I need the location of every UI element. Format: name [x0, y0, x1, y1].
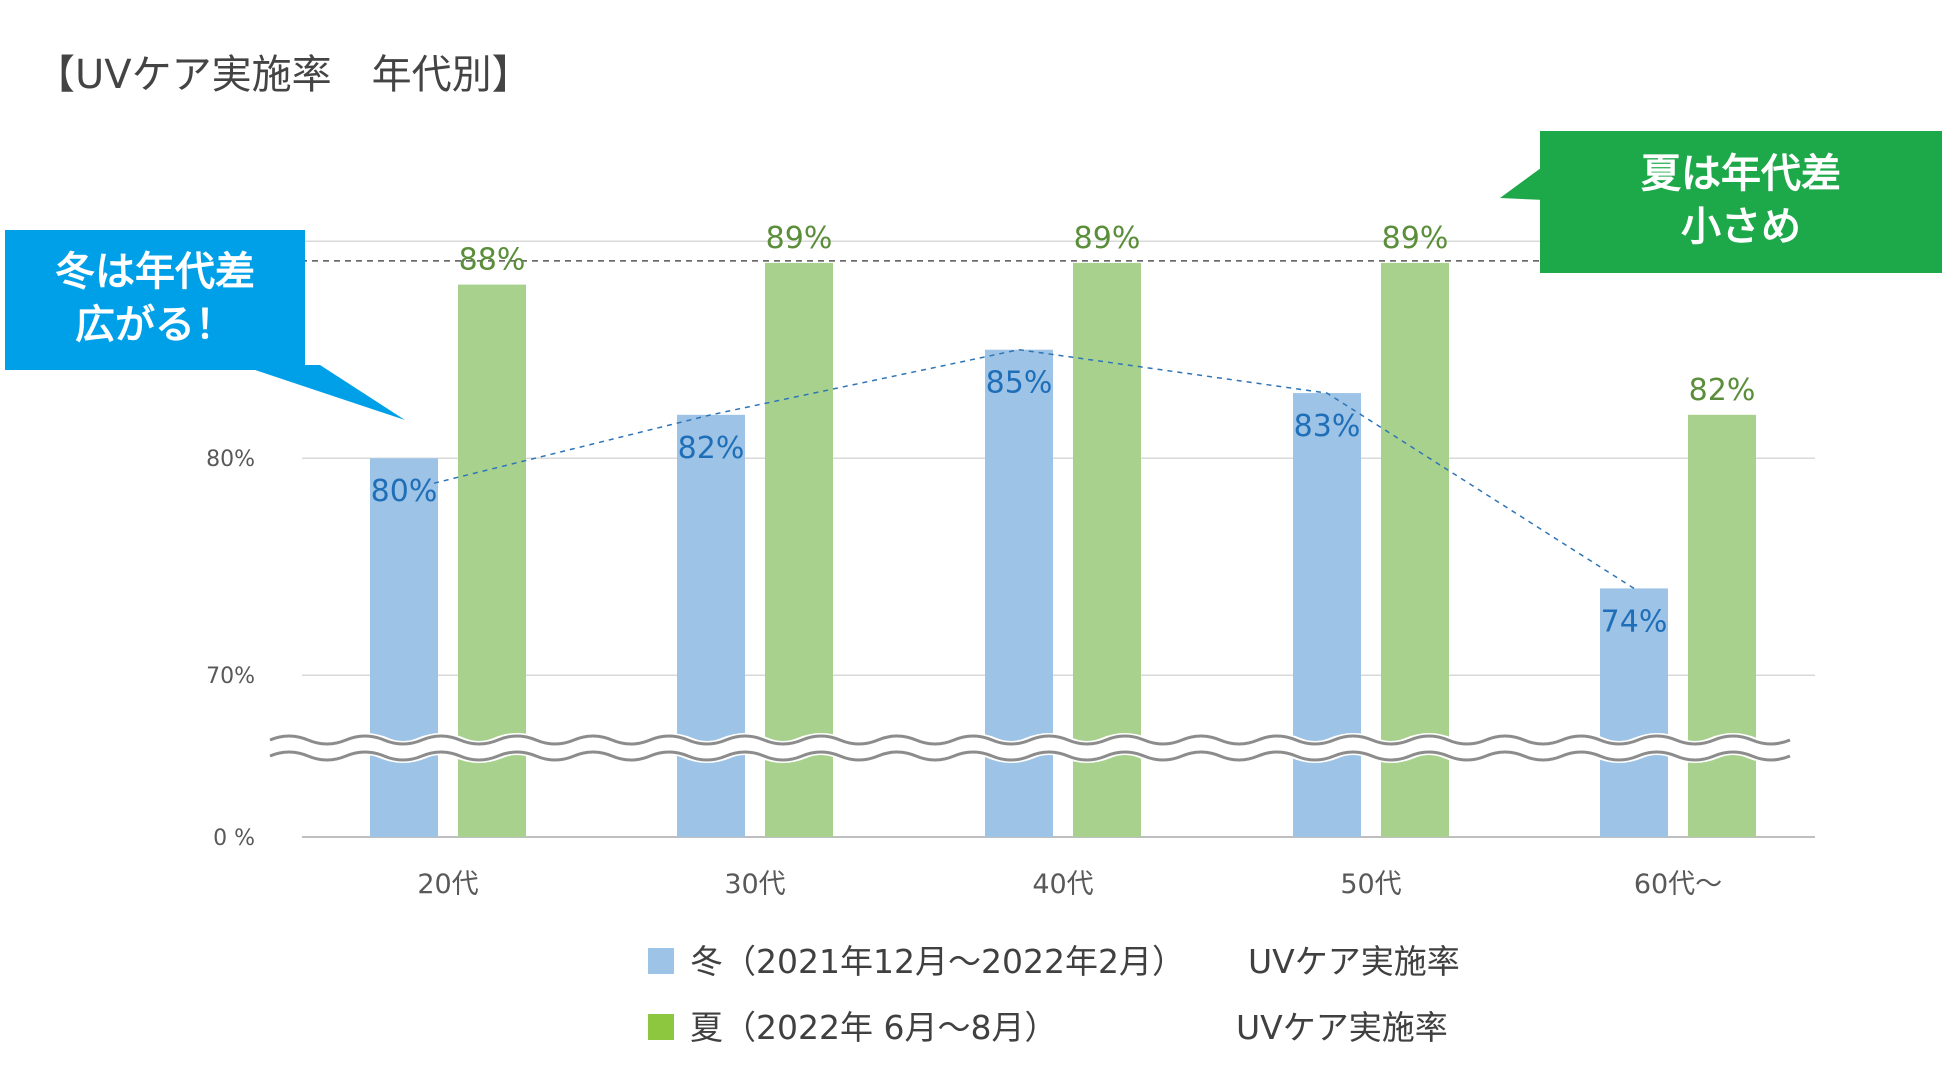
- callout-summer-box: [1540, 131, 1942, 273]
- legend: 冬（2021年12月～2022年2月） UVケア実施率 夏（2022年 6月～8…: [648, 942, 1460, 1047]
- bar-winter-4: [1293, 393, 1361, 837]
- legend-label-summer: 夏（2022年 6月～8月）: [690, 1008, 1057, 1047]
- callout-winter-line2: 広がる！: [75, 302, 235, 348]
- callout-winter-pointer: [240, 365, 405, 420]
- callout-winter-box: [5, 230, 305, 370]
- label-winter-2: 82%: [678, 431, 745, 466]
- data-labels: 80% 88% 82% 89% 85% 89% 83% 89% 74% 82%: [371, 221, 1756, 640]
- label-winter-3: 85%: [986, 366, 1053, 401]
- y-tick-label: 0 %: [213, 826, 255, 851]
- axis-break-band: [265, 733, 1795, 763]
- x-tick-label-2: 30代: [724, 869, 785, 900]
- legend-swatch-summer: [648, 1014, 674, 1040]
- callout-summer-pointer: [1500, 165, 1545, 200]
- bar-summer-5: [1688, 414, 1756, 837]
- label-summer-3: 89%: [1074, 221, 1141, 256]
- axis-break-line-top: [269, 734, 1791, 746]
- chart-title: 【UVケア実施率 年代別】: [35, 52, 532, 98]
- x-tick-label-1: 20代: [417, 869, 478, 900]
- legend-suffix-summer: UVケア実施率: [1236, 1008, 1448, 1047]
- trend-line-group: [433, 348, 1635, 590]
- label-summer-5: 82%: [1689, 373, 1756, 408]
- trend-line: [433, 348, 1635, 590]
- x-axis-labels: 20代 30代 40代 50代 60代～: [417, 869, 1722, 900]
- label-winter-1: 80%: [371, 474, 438, 509]
- legend-suffix-winter: UVケア実施率: [1248, 942, 1460, 981]
- label-winter-5: 74%: [1601, 604, 1668, 639]
- bar-winter-2: [677, 414, 745, 837]
- callout-summer: 夏は年代差 小さめ: [1500, 131, 1942, 273]
- label-summer-4: 89%: [1382, 221, 1449, 256]
- legend-swatch-winter: [648, 948, 674, 974]
- callout-summer-line1: 夏は年代差: [1641, 151, 1841, 197]
- x-tick-label-3: 40代: [1032, 869, 1093, 900]
- x-tick-label-4: 50代: [1340, 869, 1401, 900]
- callout-summer-line2: 小さめ: [1681, 204, 1801, 250]
- label-winter-4: 83%: [1294, 409, 1361, 444]
- bar-winter-3: [985, 349, 1053, 837]
- callout-winter: 冬は年代差 広がる！: [5, 230, 405, 420]
- legend-label-winter: 冬（2021年12月～2022年2月）: [690, 942, 1185, 981]
- label-summer-2: 89%: [766, 221, 833, 256]
- bar-winter-1: [370, 458, 438, 837]
- x-tick-label-5: 60代～: [1634, 869, 1722, 900]
- bar-winter-5: [1600, 588, 1668, 837]
- callout-winter-line1: 冬は年代差: [55, 249, 255, 295]
- label-summer-1: 88%: [459, 243, 526, 278]
- y-tick-label: 70%: [206, 664, 255, 689]
- axis-break: [265, 733, 1795, 763]
- axis-break-line-bottom: [269, 750, 1791, 762]
- y-tick-label: 80%: [206, 447, 255, 472]
